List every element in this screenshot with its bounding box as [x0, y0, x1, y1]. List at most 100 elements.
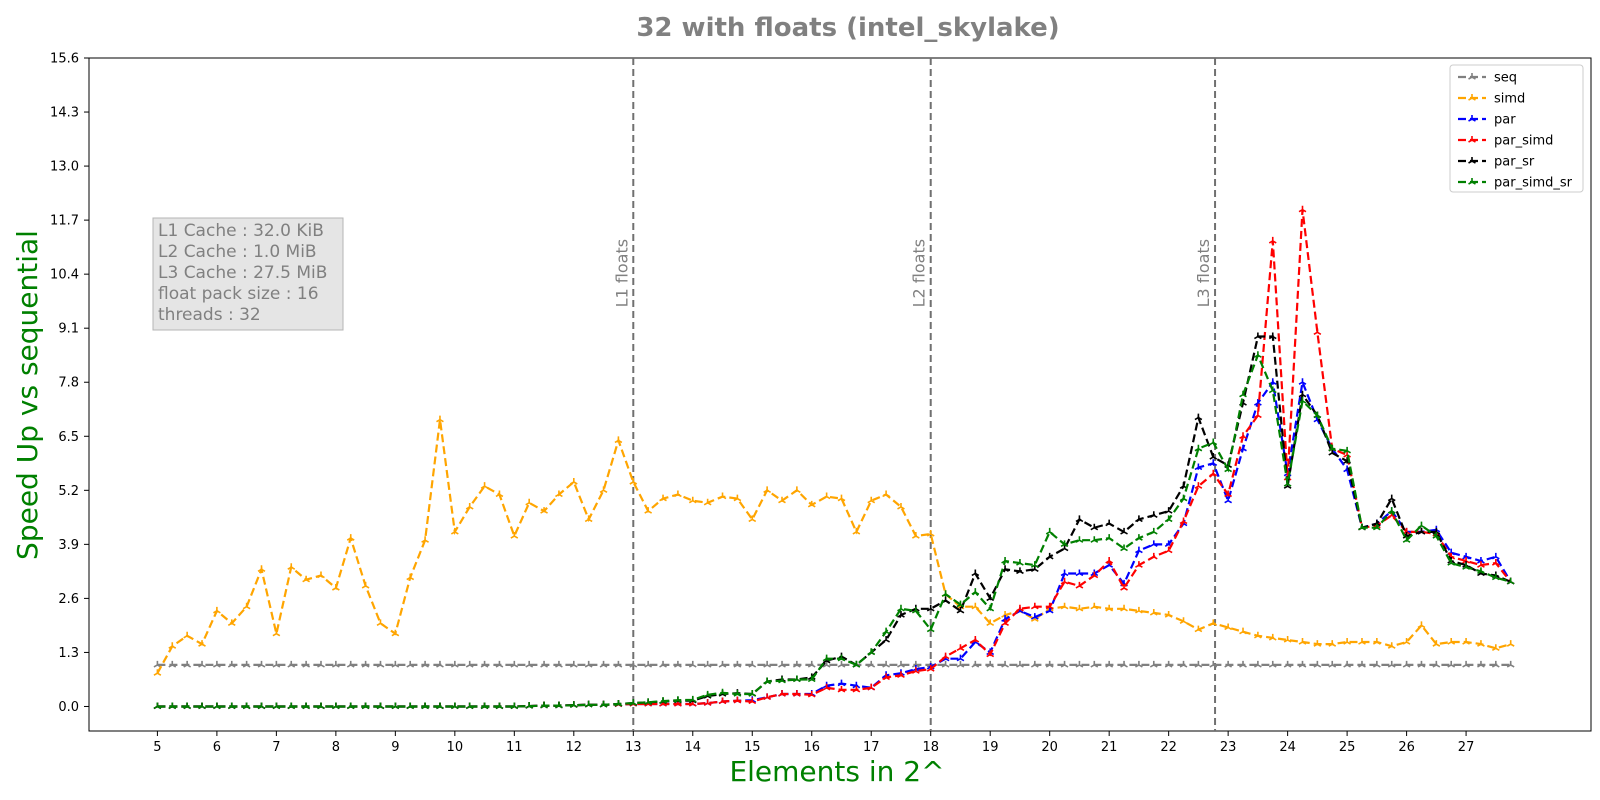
data-point: [1164, 546, 1173, 554]
y-tick-label: 15.6: [50, 52, 79, 67]
data-point: [391, 629, 400, 637]
data-point: [1417, 621, 1426, 629]
data-point: [674, 660, 682, 668]
data-point: [153, 669, 162, 676]
data-point: [1016, 604, 1024, 612]
data-point: [525, 498, 534, 506]
axes-frame: [88, 57, 1592, 732]
y-tick-label: 7.8: [58, 376, 79, 391]
data-point: [822, 492, 831, 500]
data-point: [659, 494, 667, 502]
data-point: [644, 660, 653, 668]
data-point: [778, 660, 786, 668]
data-point: [1254, 351, 1262, 358]
x-tick-label: 6: [213, 740, 221, 755]
data-point: [718, 492, 727, 500]
data-point: [436, 702, 444, 710]
data-point: [495, 490, 504, 498]
data-point: [1298, 638, 1307, 645]
x-tick-label: 15: [744, 740, 761, 755]
y-tick-label: 13.0: [50, 160, 79, 175]
y-tick-label: 3.9: [58, 538, 79, 553]
data-point: [911, 667, 920, 674]
data-point: [986, 650, 995, 658]
data-point: [733, 690, 742, 697]
data-point: [971, 660, 980, 668]
data-point: [1254, 660, 1262, 668]
data-point: [1328, 660, 1337, 668]
data-point: [540, 507, 548, 514]
data-point: [1462, 563, 1470, 570]
data-point: [1105, 604, 1114, 612]
data-point: [792, 486, 801, 494]
data-point: [1105, 519, 1114, 527]
data-point: [183, 660, 192, 668]
data-point: [599, 486, 608, 494]
data-point: [1135, 546, 1143, 554]
series-seq: [153, 660, 1515, 668]
data-point: [1105, 534, 1114, 541]
data-point: [421, 536, 429, 543]
data-point: [971, 635, 980, 643]
data-point: [1313, 328, 1322, 336]
data-point: [1358, 638, 1366, 645]
data-point: [748, 697, 757, 705]
data-point: [465, 660, 474, 668]
legend-label: par_simd: [1494, 134, 1553, 149]
data-point: [257, 702, 266, 710]
legend-marker: [1468, 136, 1476, 143]
data-point: [1001, 660, 1009, 668]
data-point: [941, 660, 950, 668]
data-point: [1254, 411, 1262, 419]
y-tick-label: 2.6: [58, 592, 79, 607]
data-point: [1328, 444, 1337, 452]
data-point: [1506, 640, 1515, 647]
data-point: [1447, 559, 1456, 566]
data-point: [1149, 608, 1158, 616]
data-point: [792, 675, 801, 683]
data-point: [510, 660, 519, 668]
data-point: [1506, 577, 1515, 585]
data-point: [1149, 511, 1158, 518]
data-point: [1447, 660, 1456, 668]
x-tick-label: 19: [982, 740, 999, 755]
data-point: [1209, 438, 1218, 446]
data-point: [718, 688, 727, 696]
data-point: [703, 498, 712, 506]
legend-label: par_sr: [1494, 155, 1535, 170]
data-point: [1254, 631, 1262, 639]
data-point: [510, 532, 519, 539]
data-point: [763, 693, 772, 701]
data-point: [1164, 611, 1173, 618]
data-point: [317, 702, 325, 710]
data-point: [807, 690, 816, 698]
data-point: [1045, 660, 1054, 668]
x-tick-label: 9: [391, 740, 399, 755]
data-point: [956, 606, 965, 614]
x-tick-label: 22: [1160, 740, 1177, 755]
data-point: [1402, 536, 1411, 543]
data-point: [346, 660, 355, 668]
data-point: [733, 494, 742, 502]
data-point: [584, 660, 593, 668]
data-point: [1477, 561, 1485, 568]
data-point: [897, 671, 905, 678]
data-point: [792, 690, 801, 697]
y-tick-label: 10.4: [50, 268, 79, 283]
legend-marker: [1468, 94, 1476, 101]
data-point: [1224, 623, 1233, 631]
x-tick-label: 17: [863, 740, 880, 755]
x-tick-label: 25: [1339, 740, 1356, 755]
series-simd: [153, 415, 1515, 676]
data-point: [1075, 581, 1084, 589]
y-tick-label: 5.2: [58, 484, 79, 499]
data-point: [718, 660, 727, 668]
x-tick-label: 24: [1279, 740, 1296, 755]
data-point: [495, 660, 504, 668]
data-point: [346, 702, 355, 710]
data-point: [569, 478, 578, 485]
x-tick-label: 27: [1458, 740, 1475, 755]
data-point: [287, 563, 296, 570]
data-point: [1194, 482, 1203, 489]
data-point: [941, 652, 950, 660]
